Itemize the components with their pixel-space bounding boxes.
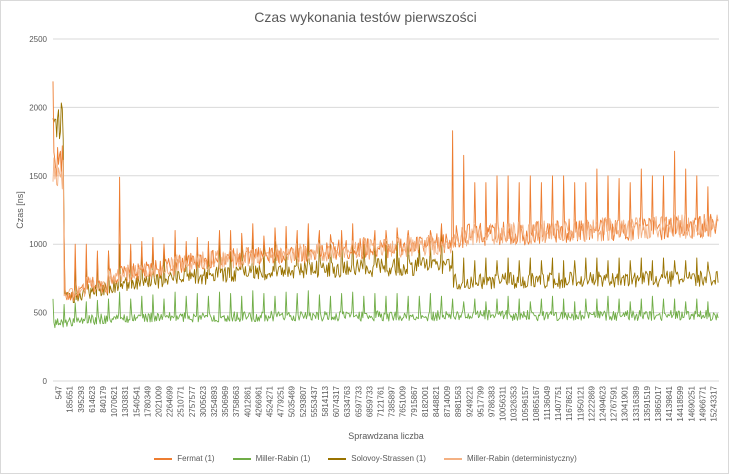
x-tick-label: 1070621 bbox=[110, 385, 119, 417]
x-tick-label: 3254893 bbox=[210, 385, 219, 417]
x-tick-label: 8714009 bbox=[443, 385, 452, 417]
legend-swatch bbox=[154, 457, 173, 460]
x-tick-label: 6334763 bbox=[343, 385, 352, 417]
x-tick-label: 2757577 bbox=[188, 385, 197, 417]
y-tick-label: 0 bbox=[43, 377, 48, 386]
x-tick-label: 7121761 bbox=[376, 385, 385, 417]
x-tick-label: 13041901 bbox=[621, 385, 630, 421]
y-tick-label: 1000 bbox=[29, 240, 47, 249]
x-tick-label: 8182001 bbox=[421, 385, 430, 417]
y-axis-title: Czas [ns] bbox=[15, 191, 25, 229]
legend-item: Miller-Rabin (1) bbox=[232, 454, 311, 463]
x-tick-label: 614623 bbox=[88, 385, 97, 412]
x-tick-label: 9517799 bbox=[476, 385, 485, 417]
x-tick-label: 5814113 bbox=[321, 385, 330, 416]
x-tick-label: 3758663 bbox=[232, 385, 241, 417]
x-tick-label: 4524271 bbox=[265, 385, 274, 417]
y-tick-label: 1500 bbox=[29, 172, 47, 181]
x-tick-label: 13316389 bbox=[632, 385, 641, 421]
x-tick-label: 12767591 bbox=[610, 385, 619, 421]
legend-label: Solovoy-Strassen (1) bbox=[351, 454, 426, 463]
x-tick-label: 10056311 bbox=[499, 385, 508, 421]
legend-label: Fermat (1) bbox=[177, 454, 215, 463]
x-tick-label: 11678621 bbox=[565, 385, 574, 421]
legend-item: Miller-Rabin (deterministyczny) bbox=[443, 454, 577, 463]
x-tick-label: 4012861 bbox=[243, 385, 252, 417]
x-tick-label: 13591519 bbox=[643, 385, 652, 421]
series-line-4 bbox=[52, 157, 719, 300]
x-tick-label: 2021009 bbox=[154, 385, 163, 417]
x-tick-label: 5553437 bbox=[310, 385, 319, 417]
legend-label: Miller-Rabin (deterministyczny) bbox=[466, 454, 577, 463]
x-tick-label: 395293 bbox=[77, 385, 86, 412]
x-tick-label: 6859733 bbox=[365, 385, 374, 417]
legend: Fermat (1) Miller-Rabin (1) Solovoy-Strass… bbox=[1, 454, 729, 463]
legend-label: Miller-Rabin (1) bbox=[255, 454, 311, 463]
x-tick-label: 11407751 bbox=[554, 385, 563, 421]
x-tick-label: 5035469 bbox=[288, 385, 297, 417]
y-tick-label: 500 bbox=[34, 309, 48, 318]
x-tick-label: 5293807 bbox=[299, 385, 308, 417]
legend-swatch bbox=[232, 457, 251, 460]
x-tick-label: 11136049 bbox=[543, 385, 552, 420]
x-tick-label: 7385897 bbox=[388, 385, 397, 417]
x-axis-title: Sprawdzana liczba bbox=[348, 431, 424, 441]
x-tick-label: 4779251 bbox=[277, 385, 286, 417]
x-tick-label: 6074317 bbox=[332, 385, 341, 417]
series-line-2 bbox=[52, 290, 719, 329]
x-tick-label: 7915867 bbox=[410, 385, 419, 417]
x-tick-label: 10865167 bbox=[532, 385, 541, 421]
x-tick-label: 3005623 bbox=[199, 385, 208, 417]
x-tick-label: 9249221 bbox=[465, 385, 474, 417]
x-tick-label: 6597733 bbox=[354, 385, 363, 417]
legend-swatch bbox=[328, 457, 347, 460]
legend-swatch bbox=[443, 457, 462, 460]
x-tick-label: 11950121 bbox=[576, 385, 585, 421]
x-tick-label: 13865017 bbox=[654, 385, 663, 421]
x-tick-label: 2264699 bbox=[166, 385, 175, 417]
x-tick-label: 9786383 bbox=[487, 385, 496, 417]
y-tick-label: 2000 bbox=[29, 103, 47, 112]
x-tick-label: 7651009 bbox=[399, 385, 408, 417]
x-tick-label: 14966771 bbox=[698, 385, 707, 421]
x-tick-label: 1780349 bbox=[143, 385, 152, 417]
x-tick-label: 8448821 bbox=[432, 385, 441, 417]
x-tick-label: 2510771 bbox=[177, 385, 186, 417]
x-tick-label: 10326353 bbox=[510, 385, 519, 421]
x-tick-label: 12494623 bbox=[598, 385, 607, 421]
x-tick-label: 840179 bbox=[99, 385, 108, 412]
legend-item: Solovoy-Strassen (1) bbox=[328, 454, 426, 463]
x-tick-label: 10596157 bbox=[521, 385, 530, 421]
x-tick-label: 3506969 bbox=[221, 385, 230, 417]
x-tick-label: 185651 bbox=[66, 385, 75, 412]
y-tick-label: 2500 bbox=[29, 35, 47, 44]
x-tick-label: 14139841 bbox=[665, 385, 674, 421]
x-tick-label: 4266961 bbox=[254, 385, 263, 417]
x-tick-label: 1303831 bbox=[121, 385, 130, 417]
x-tick-label: 14690251 bbox=[687, 385, 696, 421]
x-tick-label: 8981563 bbox=[454, 385, 463, 417]
x-tick-label: 547 bbox=[55, 385, 64, 399]
legend-item: Fermat (1) bbox=[154, 454, 215, 463]
x-tick-label: 12222869 bbox=[587, 385, 596, 421]
x-tick-label: 14418599 bbox=[676, 385, 685, 421]
x-tick-label: 1540541 bbox=[132, 385, 141, 417]
chart-title: Czas wykonania testów pierwszości bbox=[254, 9, 477, 25]
x-tick-label: 15243317 bbox=[709, 385, 718, 421]
